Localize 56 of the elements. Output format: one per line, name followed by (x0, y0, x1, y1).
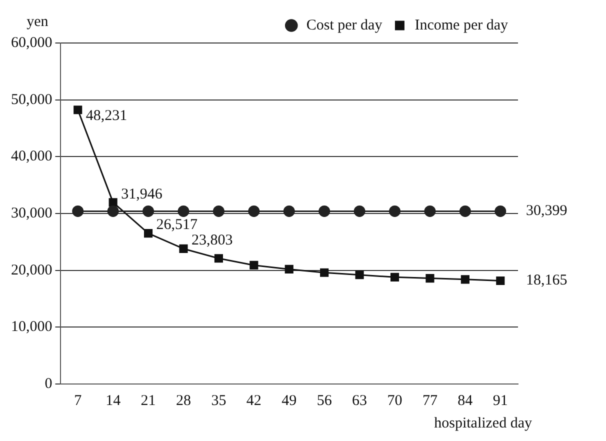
y-tick-label: 20,000 (11, 262, 52, 278)
y-tick-label: 10,000 (11, 319, 52, 336)
x-axis-title: hospitalized day (434, 415, 532, 432)
data-label: 30,399 (526, 203, 568, 220)
x-tick-label: 56 (316, 392, 332, 409)
legend-label: Cost per day (306, 17, 383, 34)
data-label: 48,231 (86, 108, 128, 124)
y-axis-title: yen (26, 14, 49, 30)
point (318, 205, 330, 217)
x-tick-label: 14 (106, 392, 122, 409)
x-tick-label: 7 (74, 392, 82, 409)
x-tick-label: 42 (246, 392, 262, 409)
y-tick-label: 30,000 (11, 205, 52, 222)
x-tick-label: 84 (458, 392, 474, 409)
point (248, 205, 260, 217)
point (496, 276, 505, 286)
point (426, 274, 434, 283)
point (354, 205, 366, 217)
point (424, 205, 436, 217)
x-tick-label: 91 (492, 392, 508, 409)
x-tick-label: 77 (422, 392, 438, 409)
point (284, 264, 294, 274)
x-tick-label: 35 (211, 392, 226, 409)
point (494, 205, 506, 217)
data-label: 23,803 (191, 232, 233, 249)
x-tick-label: 21 (140, 392, 156, 409)
point (460, 275, 470, 284)
y-tick-label: 0 (44, 376, 52, 392)
point (250, 260, 258, 270)
x-tick-label: 49 (282, 392, 297, 409)
data-label: 26,517 (156, 217, 198, 234)
y-tick-label: 50,000 (11, 92, 52, 108)
point (72, 205, 84, 217)
point (214, 254, 223, 263)
point (178, 205, 190, 217)
point (283, 205, 295, 217)
point (390, 272, 400, 282)
point (74, 106, 82, 114)
y-tick-label: 60,000 (11, 34, 52, 51)
point (179, 244, 188, 254)
point (142, 205, 154, 217)
x-tick-label: 63 (352, 392, 368, 409)
point (389, 205, 401, 217)
point (320, 268, 329, 277)
point (212, 205, 224, 217)
point (355, 270, 364, 280)
x-tick-label: 28 (176, 392, 191, 409)
legend-label: Income per day (414, 17, 508, 34)
x-tick-label: 70 (387, 392, 402, 409)
point (108, 198, 118, 207)
data-label: 18,165 (526, 272, 568, 289)
point (107, 205, 119, 217)
y-tick-label: 40,000 (11, 148, 52, 165)
point (144, 229, 153, 238)
data-label: 31,946 (121, 186, 163, 202)
point (459, 205, 471, 217)
